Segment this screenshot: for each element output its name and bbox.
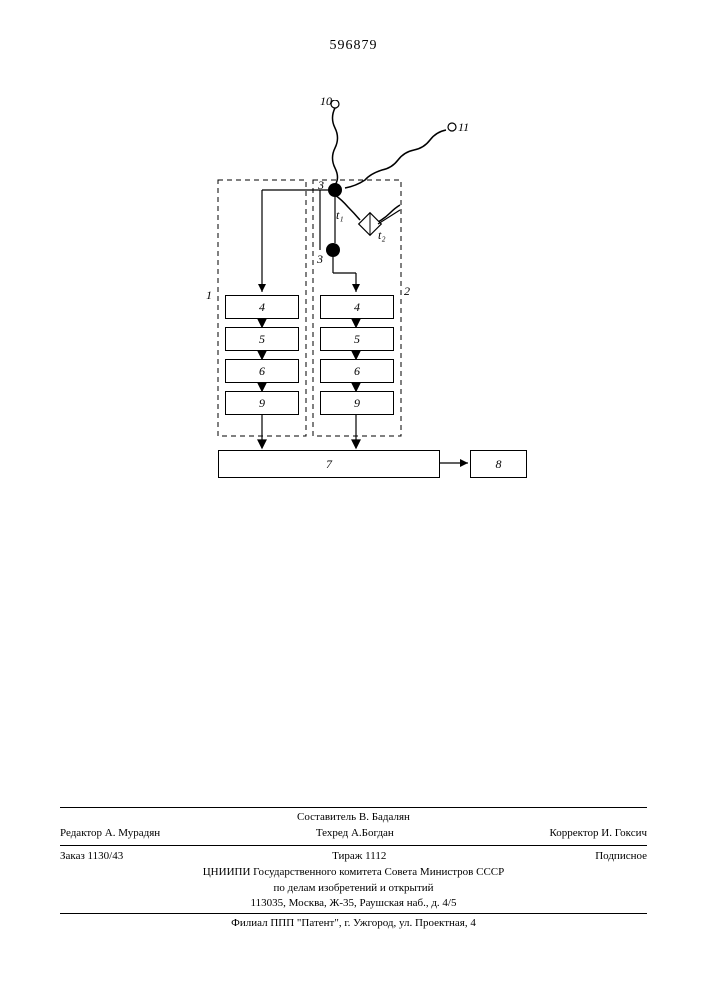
label-box2: 2: [404, 284, 410, 299]
footer-compiler: Составитель В. Бадалян: [60, 810, 647, 825]
block-9-col1: 9: [225, 391, 299, 415]
footer-branch: Филиал ППП "Патент", г. Ужгород, ул. Про…: [60, 916, 647, 931]
footer-order: Заказ 1130/43: [60, 849, 123, 864]
block-8-label: 8: [496, 457, 502, 472]
block-8: 8: [470, 450, 527, 478]
footer-tirazh: Тираж 1112: [332, 849, 386, 864]
block-5-col2: 5: [320, 327, 394, 351]
footer-org1: ЦНИИПИ Государственного комитета Совета …: [60, 865, 647, 880]
block-label: 5: [354, 332, 360, 347]
block-label: 4: [259, 300, 265, 315]
label-t2: t₂: [378, 228, 386, 243]
block-9-col2: 9: [320, 391, 394, 415]
footer-subscript: Подписное: [595, 849, 647, 864]
footer-editor: Редактор А. Мурадян: [60, 826, 160, 841]
footer-techred: Техред А.Богдан: [316, 826, 394, 841]
block-label: 9: [259, 396, 265, 411]
block-label: 6: [259, 364, 265, 379]
footer-address: 113035, Москва, Ж-35, Раушская наб., д. …: [60, 896, 647, 911]
block-7: 7: [218, 450, 440, 478]
block-label: 5: [259, 332, 265, 347]
block-label: 9: [354, 396, 360, 411]
page: 5 9 6 8 7 9: [0, 0, 707, 1000]
block-7-label: 7: [326, 457, 332, 472]
footer-org2: по делам изобретений и открытий: [60, 881, 647, 896]
patent-number: 596879: [0, 38, 707, 54]
label-3b: 3: [317, 252, 323, 267]
block-4-col1: 4: [225, 295, 299, 319]
block-4-col2: 4: [320, 295, 394, 319]
diagram: 10 11 3 3 t₁ t₂ 1 2 4569 4569 7 8: [170, 100, 550, 540]
block-5-col1: 5: [225, 327, 299, 351]
footer: Составитель В. Бадалян Редактор А. Мурад…: [60, 805, 647, 932]
label-3a: 3: [318, 178, 324, 193]
block-6-col2: 6: [320, 359, 394, 383]
label-t1: t₁: [336, 208, 344, 223]
footer-corrector: Корректор И. Гоксич: [550, 826, 648, 841]
block-6-col1: 6: [225, 359, 299, 383]
block-label: 4: [354, 300, 360, 315]
label-10: 10: [320, 94, 332, 109]
block-label: 6: [354, 364, 360, 379]
label-box1: 1: [206, 288, 212, 303]
label-11: 11: [458, 120, 469, 135]
